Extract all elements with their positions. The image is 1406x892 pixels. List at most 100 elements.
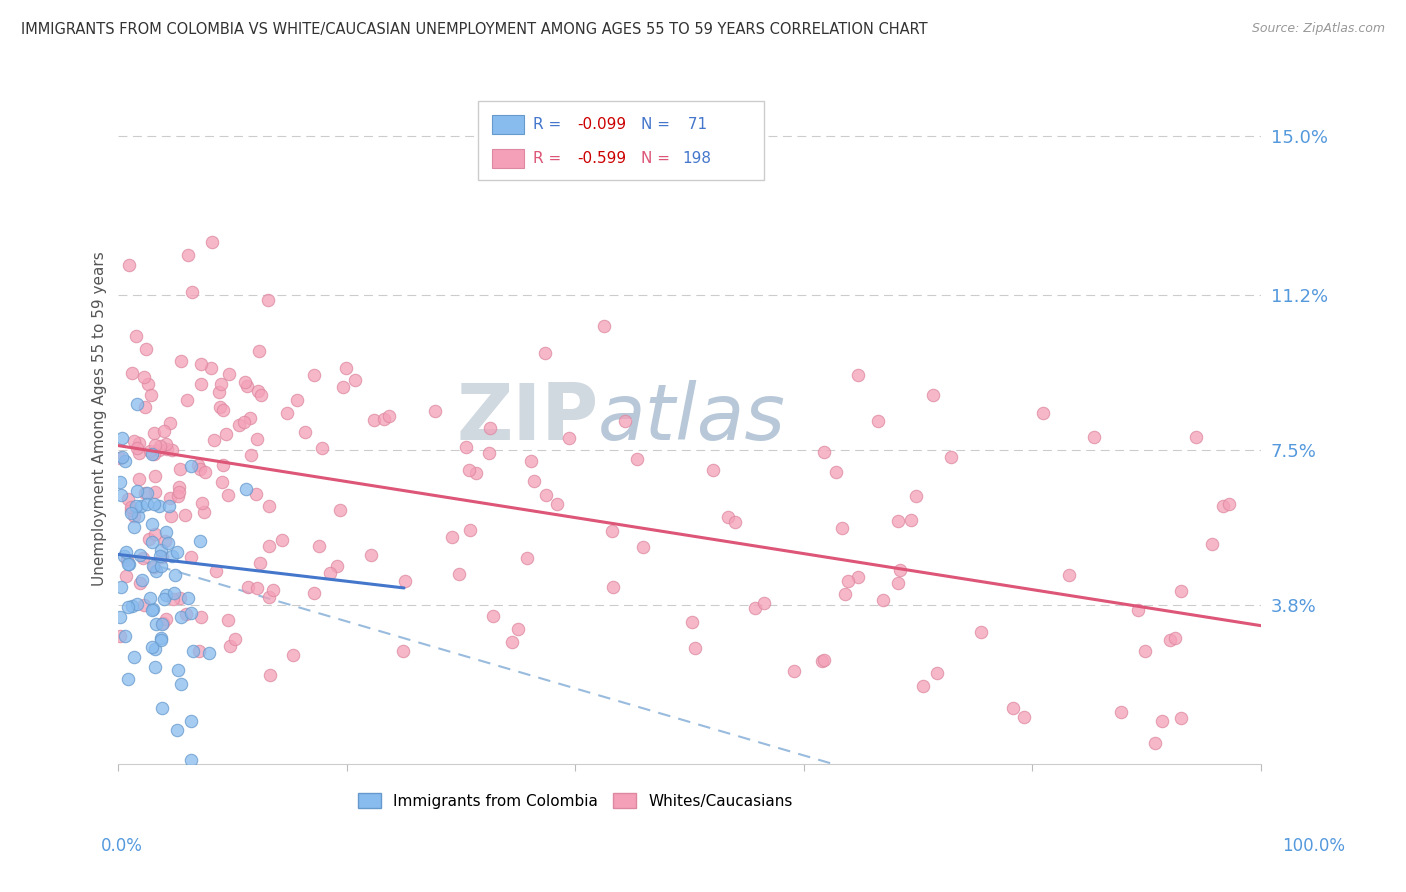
Point	[150, 632, 173, 647]
Point	[131, 574, 153, 588]
Point	[169, 591, 191, 605]
Point	[905, 489, 928, 503]
Point	[887, 514, 910, 528]
Point	[246, 384, 269, 398]
Point	[425, 403, 447, 417]
Point	[180, 549, 202, 564]
Point	[211, 458, 233, 472]
Point	[782, 664, 804, 678]
Point	[332, 380, 354, 394]
Point	[457, 463, 479, 477]
Point	[108, 451, 131, 466]
Point	[167, 489, 190, 503]
Point	[114, 629, 136, 643]
Point	[125, 329, 148, 343]
Point	[454, 441, 477, 455]
Point	[139, 591, 162, 606]
Point	[925, 665, 948, 680]
Point	[754, 596, 776, 610]
Point	[501, 634, 523, 648]
Point	[481, 609, 503, 624]
Point	[811, 654, 834, 668]
Point	[1170, 710, 1192, 724]
Point	[1143, 736, 1166, 750]
Point	[1150, 714, 1173, 728]
Point	[245, 486, 267, 500]
Point	[169, 480, 191, 494]
Point	[143, 497, 166, 511]
Point	[141, 517, 163, 532]
Point	[516, 551, 538, 566]
Point	[141, 640, 163, 654]
Point	[825, 466, 848, 480]
Point	[134, 401, 156, 415]
Point	[138, 532, 160, 546]
Point	[135, 485, 157, 500]
Y-axis label: Unemployment Among Ages 55 to 59 years: Unemployment Among Ages 55 to 59 years	[93, 251, 107, 586]
Point	[1001, 701, 1024, 715]
Point	[127, 397, 149, 411]
Point	[180, 714, 202, 729]
Point	[846, 368, 869, 382]
Point	[110, 475, 132, 489]
Point	[479, 421, 502, 435]
Point	[128, 472, 150, 486]
Point	[285, 392, 308, 407]
Point	[170, 677, 193, 691]
Point	[187, 458, 209, 473]
FancyBboxPatch shape	[478, 101, 763, 180]
Point	[247, 343, 270, 358]
Point	[160, 549, 183, 563]
Point	[259, 668, 281, 682]
Text: 0.0%: 0.0%	[101, 837, 143, 855]
Point	[546, 497, 568, 511]
Point	[115, 568, 138, 582]
Point	[1218, 497, 1240, 511]
Point	[335, 360, 357, 375]
Point	[120, 500, 142, 514]
Point	[150, 616, 173, 631]
Point	[136, 497, 159, 511]
Point	[276, 406, 298, 420]
Point	[232, 415, 254, 429]
Point	[117, 599, 139, 614]
Point	[631, 540, 654, 554]
Text: 100.0%: 100.0%	[1282, 837, 1346, 855]
Point	[132, 598, 155, 612]
Point	[211, 475, 233, 489]
Point	[911, 679, 934, 693]
Text: IMMIGRANTS FROM COLOMBIA VS WHITE/CAUCASIAN UNEMPLOYMENT AMONG AGES 55 TO 59 YEA: IMMIGRANTS FROM COLOMBIA VS WHITE/CAUCAS…	[21, 22, 928, 37]
Point	[1212, 499, 1234, 513]
Point	[128, 446, 150, 460]
Point	[520, 454, 543, 468]
Point	[128, 576, 150, 591]
Point	[235, 482, 257, 496]
Text: Source: ZipAtlas.com: Source: ZipAtlas.com	[1251, 22, 1385, 36]
Point	[141, 603, 163, 617]
Point	[120, 503, 142, 517]
Point	[190, 376, 212, 391]
Point	[115, 545, 138, 559]
Text: N =: N =	[641, 152, 675, 166]
Point	[145, 617, 167, 632]
Point	[150, 701, 173, 715]
Point	[889, 563, 911, 577]
Point	[127, 441, 149, 455]
Point	[458, 523, 481, 537]
Text: 198: 198	[683, 152, 711, 166]
Point	[970, 625, 993, 640]
Point	[145, 564, 167, 578]
Point	[148, 499, 170, 513]
Text: -0.099: -0.099	[578, 117, 627, 132]
Text: R =: R =	[533, 117, 567, 132]
Point	[441, 530, 464, 544]
Point	[163, 568, 186, 582]
Point	[141, 535, 163, 549]
Point	[224, 632, 246, 646]
Point	[702, 463, 724, 477]
Point	[143, 468, 166, 483]
Point	[1133, 644, 1156, 658]
Point	[143, 660, 166, 674]
Point	[142, 559, 165, 574]
Point	[190, 533, 212, 548]
